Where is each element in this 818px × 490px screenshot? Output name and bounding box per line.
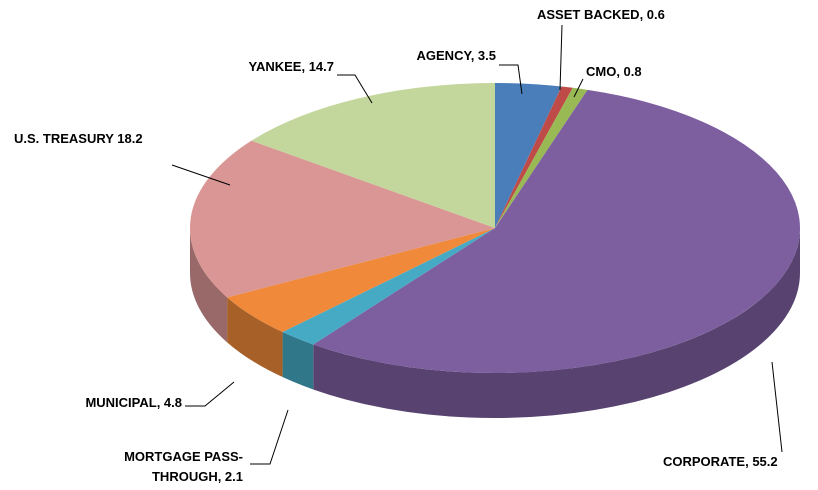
leader-line [171,164,231,186]
data-label: YANKEE, 14.7 [248,59,334,74]
pie-slice [227,228,495,333]
data-label: ASSET BACKED, 0.6 [537,7,665,22]
pie-slice [282,228,495,345]
data-label: CORPORATE, 55.2 [663,454,778,469]
leader-line [499,64,523,95]
label-line: THROUGH, 2.1 [152,469,243,484]
pie-slice [495,83,562,228]
leader-line [573,78,584,98]
leader-line [185,381,235,407]
pie-side [282,332,314,390]
leader-line [250,409,289,465]
data-label: U.S. TREASURY 18.2 [14,131,143,146]
pie-slice [495,86,573,228]
data-label: MORTGAGE PASS- THROUGH, 2.1 [124,449,243,484]
pie-side [227,297,283,378]
pie-slice [190,140,496,298]
leader-line [337,74,373,104]
leader-line [559,24,563,91]
data-label: CMO, 0.8 [586,64,642,79]
pie-slice [251,83,495,228]
data-label: AGENCY, 3.5 [417,48,496,63]
pie-side [313,228,801,418]
label-line: MORTGAGE PASS- [124,449,243,464]
leader-line [771,361,783,453]
data-label: MUNICIPAL, 4.8 [85,395,182,410]
pie-slice [313,89,800,373]
pie-slice [495,87,588,228]
pie-side [190,228,228,343]
